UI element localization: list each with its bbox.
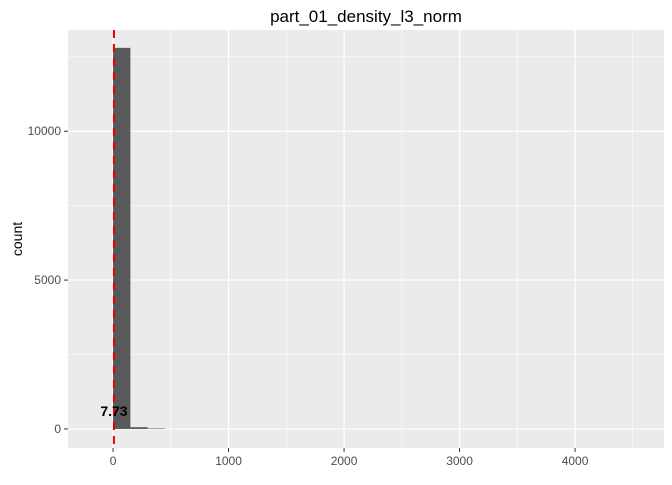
y-tick-labels: 0 5000 10000 [28, 124, 62, 436]
histogram-bar [147, 428, 166, 429]
y-tick-label: 5000 [34, 273, 61, 287]
histogram-bars [113, 47, 166, 429]
histogram-bar [113, 47, 131, 429]
minor-gridlines [68, 30, 664, 448]
histogram-bar [130, 427, 148, 429]
y-tick-label: 10000 [28, 124, 62, 138]
plot-panel [68, 30, 664, 448]
x-tick-label: 1000 [215, 454, 242, 468]
x-tick-label: 2000 [331, 454, 358, 468]
x-tick-label: 4000 [562, 454, 589, 468]
x-tick-label: 3000 [446, 454, 473, 468]
x-tick-label: 0 [110, 454, 117, 468]
mean-value-label: 7.73 [100, 403, 127, 419]
axis-ticks [64, 130, 576, 452]
x-tick-labels: 0 1000 2000 3000 4000 [110, 454, 589, 468]
y-tick-label: 0 [54, 422, 61, 436]
y-axis-title: count [9, 222, 25, 256]
chart-title: part_01_density_l3_norm [270, 7, 462, 26]
